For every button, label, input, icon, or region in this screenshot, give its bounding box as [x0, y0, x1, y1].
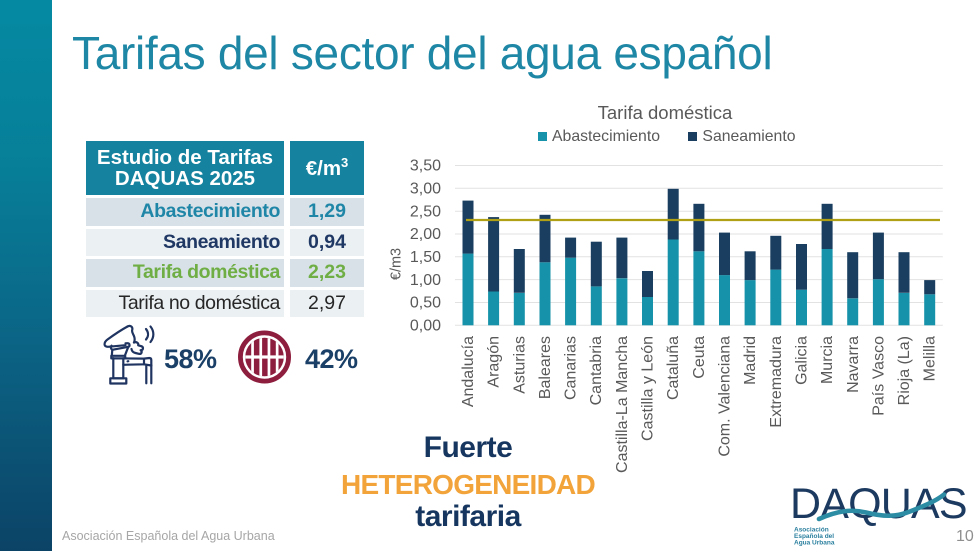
svg-text:Andalucía: Andalucía — [460, 336, 477, 407]
svg-text:1,50: 1,50 — [410, 249, 441, 266]
svg-text:Asturias: Asturias — [511, 336, 528, 394]
svg-text:Madrid: Madrid — [742, 336, 759, 385]
svg-text:Rioja (La): Rioja (La) — [896, 336, 913, 405]
svg-text:Agua Urbana: Agua Urbana — [794, 540, 835, 547]
svg-text:Española del: Española del — [794, 533, 834, 540]
svg-text:Canarias: Canarias — [563, 336, 580, 400]
svg-text:Galicia: Galicia — [794, 336, 811, 385]
svg-text:Navarra: Navarra — [845, 336, 862, 393]
svg-text:Asociación: Asociación — [794, 527, 829, 534]
svg-text:1,00: 1,00 — [410, 272, 441, 289]
svg-text:Ceuta: Ceuta — [691, 336, 708, 379]
svg-text:Melilla: Melilla — [922, 336, 939, 381]
svg-text:3,50: 3,50 — [410, 158, 441, 175]
svg-text:Castilla y León: Castilla y León — [640, 336, 657, 441]
svg-text:Cantabria: Cantabria — [588, 336, 605, 405]
svg-text:Castilla-La Mancha: Castilla-La Mancha — [614, 336, 631, 473]
svg-text:Cataluña: Cataluña — [665, 336, 682, 400]
svg-text:Aragón: Aragón — [486, 336, 503, 388]
svg-text:2,50: 2,50 — [410, 203, 441, 220]
svg-text:3,00: 3,00 — [410, 181, 441, 198]
svg-text:Extremadura: Extremadura — [768, 336, 785, 428]
svg-text:0,50: 0,50 — [410, 295, 441, 312]
svg-text:País Vasco: País Vasco — [870, 336, 887, 416]
svg-text:2,00: 2,00 — [410, 226, 441, 243]
svg-text:Murcia: Murcia — [819, 336, 836, 384]
svg-text:€/m3: €/m3 — [389, 248, 405, 280]
svg-text:0,00: 0,00 — [410, 318, 441, 335]
svg-text:Baleares: Baleares — [537, 336, 554, 399]
svg-text:DAQUAS: DAQUAS — [790, 480, 967, 528]
svg-text:Com. Valenciana: Com. Valenciana — [717, 336, 734, 457]
